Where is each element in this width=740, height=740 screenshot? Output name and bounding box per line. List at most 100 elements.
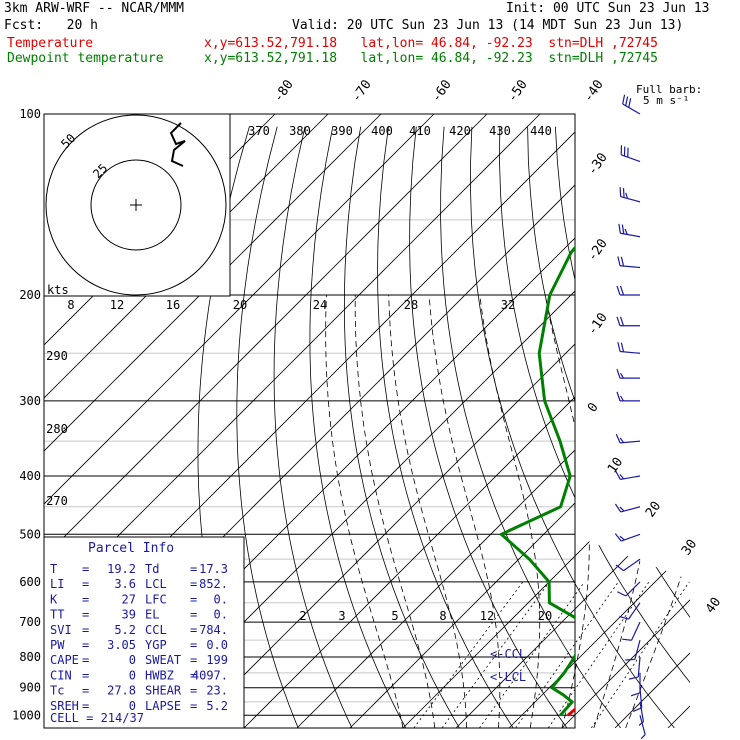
wind-barb-flag xyxy=(638,721,644,726)
pressure-tick-label: 700 xyxy=(19,615,41,629)
parcel-row-label: LAPSE xyxy=(145,699,181,713)
dry-adiabat xyxy=(470,126,675,728)
wind-barb-flag xyxy=(628,676,639,680)
wind-barb xyxy=(614,533,641,542)
theta-label: 270 xyxy=(46,494,68,508)
wind-barb-shaft xyxy=(639,701,645,722)
parcel-row-label: SVI xyxy=(50,623,72,637)
parcel-row-value: 4097. xyxy=(192,668,228,682)
parcel-row-equals: = xyxy=(190,699,197,713)
theta-label: 380 xyxy=(289,124,311,138)
wind-barb-flag xyxy=(619,316,625,326)
legend-dewpoint: Dewpoint temperature xyxy=(7,51,164,66)
parcel-row-equals: = xyxy=(190,653,197,667)
wind-barb-flag xyxy=(619,395,625,402)
wind-barb xyxy=(628,656,641,680)
parcel-row-equals: = xyxy=(190,562,197,576)
dry-adiabat xyxy=(722,127,740,728)
parcel-info-frame xyxy=(43,536,245,729)
parcel-row-label: CIN xyxy=(50,668,72,682)
wind-barb xyxy=(619,602,641,620)
isotherm-line xyxy=(44,114,541,728)
moist-adiabat xyxy=(325,294,404,728)
wind-barb-shaft xyxy=(631,621,641,641)
parcel-row-value: 0 xyxy=(129,668,136,682)
wind-barb-flag xyxy=(617,342,621,352)
wind-barb-flag xyxy=(625,658,635,661)
wind-barb xyxy=(616,316,640,327)
theta-label: 420 xyxy=(449,124,471,138)
valid-time: Valid: 20 UTC Sun 23 Jun 13 (14 MDT Sun … xyxy=(292,18,684,33)
parcel-row-equals: = xyxy=(82,684,89,698)
wind-barb-flag xyxy=(625,192,629,199)
speed-tick-label: 32 xyxy=(501,298,515,312)
init-time: Init: 00 UTC Sun 23 Jun 13 xyxy=(506,1,710,16)
isotherm-line xyxy=(561,114,690,728)
isotherm-label: -20 xyxy=(585,236,611,264)
wind-barb-shaft xyxy=(634,639,641,660)
wind-barb-flag xyxy=(622,638,632,641)
pressure-tick-label: 300 xyxy=(19,394,41,408)
isotherm-label: -60 xyxy=(429,77,455,105)
parcel-row-equals: = xyxy=(82,699,89,713)
theta-label: 440 xyxy=(530,124,552,138)
wind-barb-flag xyxy=(619,285,625,296)
wind-barb xyxy=(616,391,640,402)
forecast-hour: Fcst: 20 h xyxy=(4,18,98,33)
hodograph-unit-label: kts xyxy=(47,283,69,297)
dry-adiabat xyxy=(409,126,568,728)
moist-adiabat xyxy=(354,295,436,728)
parcel-row-value: 27.8 xyxy=(107,684,136,698)
wind-barb xyxy=(615,470,641,481)
wind-barb-flag xyxy=(615,470,621,480)
parcel-row-equals: = xyxy=(190,577,197,591)
wind-barb-flag xyxy=(616,316,621,326)
isotherm-line xyxy=(721,114,740,728)
hodograph-trace xyxy=(169,122,186,167)
dry-adiabat xyxy=(343,126,460,728)
wind-barb-flag xyxy=(614,533,622,542)
moist-adiabat xyxy=(479,294,541,728)
hodograph-ring xyxy=(90,159,182,251)
isotherm-line xyxy=(44,114,382,728)
wind-barb-flag xyxy=(616,368,621,379)
dewpoint-profile xyxy=(499,245,575,717)
pressure-tick-label: 100 xyxy=(19,107,41,121)
parcel-row-equals: = xyxy=(82,653,89,667)
mixing-ratio-line xyxy=(413,581,524,728)
isotherm-line xyxy=(508,114,690,728)
mixing-ratio-label: 5 xyxy=(391,609,398,623)
wind-barb-flag xyxy=(620,342,625,352)
wind-barb xyxy=(618,223,641,238)
mixing-ratio-label: 3 xyxy=(338,609,345,623)
wind-barb-flag xyxy=(628,98,632,108)
parcel-row-label: CCL xyxy=(145,623,167,637)
mixing-ratio-label: 8 xyxy=(439,609,446,623)
parcel-row-value: 17.3 xyxy=(199,562,228,576)
plot-border xyxy=(43,113,576,729)
wind-barb-flag xyxy=(625,96,629,106)
wind-barb xyxy=(617,342,641,354)
wind-barb-shaft xyxy=(625,581,641,597)
parcel-info-title: Parcel Info xyxy=(88,541,174,556)
parcel-row-label: EL xyxy=(145,608,159,622)
wind-barb-flag xyxy=(619,437,625,443)
dry-adiabat xyxy=(527,126,690,728)
wind-barb xyxy=(615,558,641,572)
dry-adiabat xyxy=(309,126,407,728)
parcel-row-label: Td xyxy=(145,562,159,576)
parcel-row-label: PW xyxy=(50,638,65,652)
dewpoint-location: x,y=613.52,791.18 lat,lon= 46.84, -92.23… xyxy=(204,51,658,66)
theta-label: 370 xyxy=(248,124,270,138)
wind-barb xyxy=(617,256,641,269)
wind-barb-shaft xyxy=(637,656,641,677)
isotherm-line xyxy=(44,114,435,728)
parcel-cell: CELL = 214/37 xyxy=(50,711,144,725)
dry-adiabat xyxy=(638,126,690,728)
speed-tick-label: 16 xyxy=(166,298,180,312)
wind-barb-flag xyxy=(619,187,622,197)
